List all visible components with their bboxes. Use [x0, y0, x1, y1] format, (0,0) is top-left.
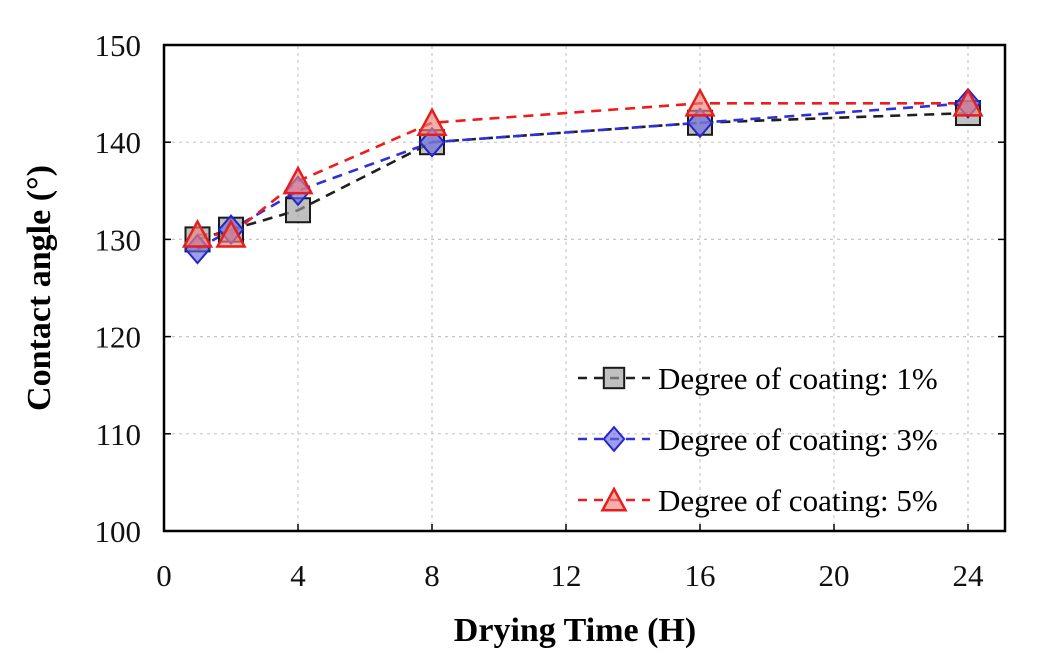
x-tick-label: 4: [290, 558, 306, 593]
data-point-marker-triangle: [215, 218, 247, 248]
series-line-3: [197, 102, 968, 236]
data-point-marker-triangle: [600, 486, 628, 512]
legend: Degree of coating: 1% Degree of coating: …: [578, 361, 938, 518]
y-tick-label: 120: [95, 320, 142, 355]
y-tick-label: 100: [95, 514, 142, 549]
y-tick-label: 110: [96, 417, 141, 452]
x-axis-title: Drying Time (H): [454, 612, 696, 649]
y-tick-label: 140: [95, 125, 142, 160]
data-point-marker-triangle: [282, 165, 314, 195]
x-tick-label: 12: [551, 558, 582, 593]
x-tick-label: 24: [953, 558, 985, 593]
legend-label: Degree of coating: 5%: [658, 483, 938, 518]
data-point-marker-triangle: [416, 107, 448, 137]
x-tick-label: 20: [819, 558, 850, 593]
legend-item: Degree of coating: 1%: [578, 361, 938, 396]
x-tick-label: 16: [685, 558, 716, 593]
legend-item: Degree of coating: 5%: [578, 483, 938, 518]
y-axis-title: Contact angle (°): [21, 165, 58, 411]
legend-label: Degree of coating: 1%: [658, 361, 938, 396]
plot-frame-layer: [162, 43, 1007, 533]
tick-label-layer: 0 4 8 12 16 20 24 100 110 120 130 140 150: [95, 28, 985, 593]
legend-item: Degree of coating: 3%: [578, 422, 938, 457]
plot-frame: [162, 43, 1007, 533]
data-point-marker-diamond: [602, 425, 626, 453]
data-point-marker-square: [602, 366, 626, 390]
x-tick-label: 8: [424, 558, 440, 593]
data-series-layer: [181, 87, 984, 265]
data-point-marker-triangle: [952, 87, 984, 117]
x-tick-label: 0: [156, 558, 172, 593]
series-line-1: [197, 111, 969, 241]
series-line-2: [196, 102, 969, 251]
y-tick-label: 150: [95, 28, 142, 63]
data-point-marker-triangle: [181, 218, 214, 248]
gridline-layer: [165, 46, 1004, 530]
data-point-marker-triangle: [684, 87, 716, 117]
y-tick-label: 130: [95, 222, 142, 257]
legend-label: Degree of coating: 3%: [658, 422, 938, 457]
